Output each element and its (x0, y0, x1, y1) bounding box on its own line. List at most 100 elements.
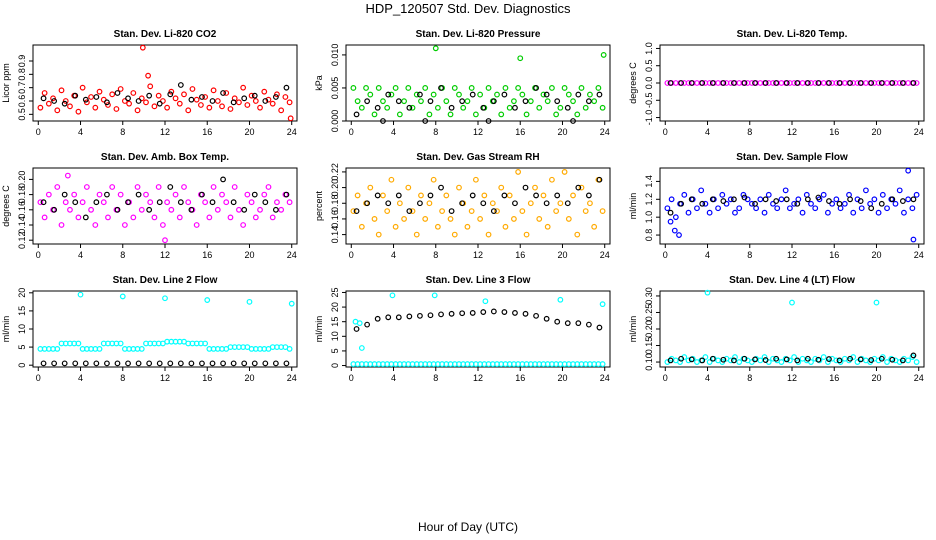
data-point (704, 289, 711, 296)
data-point (585, 98, 592, 105)
data-point (417, 312, 423, 319)
data-point (732, 209, 738, 216)
y-tick-label: 0.0 (644, 77, 654, 90)
x-tick-label: 8 (433, 373, 438, 383)
data-point (905, 196, 912, 203)
data-point (104, 191, 110, 198)
data-point (494, 91, 500, 98)
data-point (709, 355, 716, 362)
data-point (109, 91, 116, 98)
data-point (786, 357, 793, 364)
data-point (896, 187, 903, 194)
y-tick-label: 0.16 (17, 201, 27, 219)
data-point (75, 214, 82, 221)
data-point (350, 208, 357, 214)
data-point (164, 199, 171, 206)
data-point (223, 90, 230, 96)
data-point (96, 191, 103, 198)
y-tick-label: 1.0 (644, 211, 654, 224)
data-point (910, 196, 917, 203)
data-point (667, 209, 674, 216)
data-point (515, 169, 522, 175)
data-point (202, 340, 209, 347)
data-point (506, 104, 513, 111)
data-point (210, 87, 217, 94)
data-point (82, 214, 89, 221)
data-point (358, 223, 365, 230)
data-point (741, 80, 748, 86)
data-point (145, 72, 152, 79)
data-point (469, 310, 476, 316)
data-point (773, 198, 780, 204)
data-point (223, 199, 230, 206)
data-point (778, 196, 785, 203)
data-point (156, 360, 163, 367)
x-tick-label: 8 (433, 250, 438, 260)
data-point (472, 176, 479, 183)
data-point (126, 100, 132, 107)
data-point (741, 194, 748, 201)
chart-panel-9: Stan. Dev. Line 4 (LT) Flow ml/min 0 4 8 12 16… (628, 275, 925, 383)
data-point (561, 169, 568, 175)
data-point (241, 360, 248, 367)
y-axis-label: ml/min (628, 316, 638, 343)
x-tick-label: 20 (871, 250, 881, 260)
data-point (804, 196, 811, 203)
data-point (879, 191, 886, 198)
data-point (762, 80, 769, 86)
chart-panel-3: Stan. Dev. Li-820 Temp. degrees C 0 4 8 12 16 2… (628, 29, 925, 137)
data-point (71, 191, 78, 198)
data-point (748, 200, 755, 207)
data-point (167, 184, 174, 190)
data-point (413, 91, 420, 98)
data-point (561, 85, 568, 91)
y-tick-label: 0.14 (330, 226, 340, 244)
x-tick-label: 12 (787, 250, 797, 260)
data-point (502, 85, 509, 91)
data-point (582, 208, 589, 214)
y-tick-label: 0.6 (17, 95, 27, 108)
data-point (287, 115, 294, 122)
data-point (193, 96, 200, 103)
data-point (193, 222, 200, 228)
y-tick-label: 1.4 (644, 175, 654, 188)
y-tick-label: 0.14 (17, 216, 27, 234)
data-point (736, 205, 743, 212)
data-point (694, 205, 700, 212)
data-point (130, 90, 137, 96)
data-point (134, 184, 141, 190)
x-tick-label: 4 (705, 127, 710, 137)
data-point (732, 354, 738, 360)
data-point (795, 196, 802, 203)
data-point (578, 85, 585, 91)
x-tick-label: 0 (663, 250, 668, 260)
data-point (731, 80, 737, 86)
data-point (220, 360, 226, 367)
data-point (791, 200, 798, 207)
data-point (540, 192, 547, 199)
chart-panel-1: Stan. Dev. Li-820 CO2 Licor ppm 0 4 8 12 16 20 2… (1, 29, 298, 137)
data-point (522, 184, 529, 191)
data-point (248, 92, 255, 99)
data-point (54, 107, 61, 114)
data-point (574, 111, 581, 118)
data-point (699, 80, 706, 86)
data-point (240, 84, 247, 91)
data-point (114, 360, 121, 367)
data-point (575, 91, 582, 98)
data-point (151, 103, 158, 110)
data-point (778, 359, 785, 365)
data-point (544, 98, 551, 105)
data-point (167, 91, 174, 98)
plot-frame (659, 167, 925, 245)
x-tick-label: 20 (557, 127, 567, 137)
data-point (889, 356, 896, 363)
data-point (283, 191, 290, 198)
chart-panel-2: Stan. Dev. Li-820 Pressure kPa 0 4 8 12 16 20 24… (314, 29, 611, 137)
data-point (88, 206, 94, 213)
data-point (375, 231, 382, 238)
data-point (794, 357, 801, 364)
data-point (847, 196, 853, 203)
data-point (430, 91, 437, 98)
data-point (262, 98, 269, 104)
